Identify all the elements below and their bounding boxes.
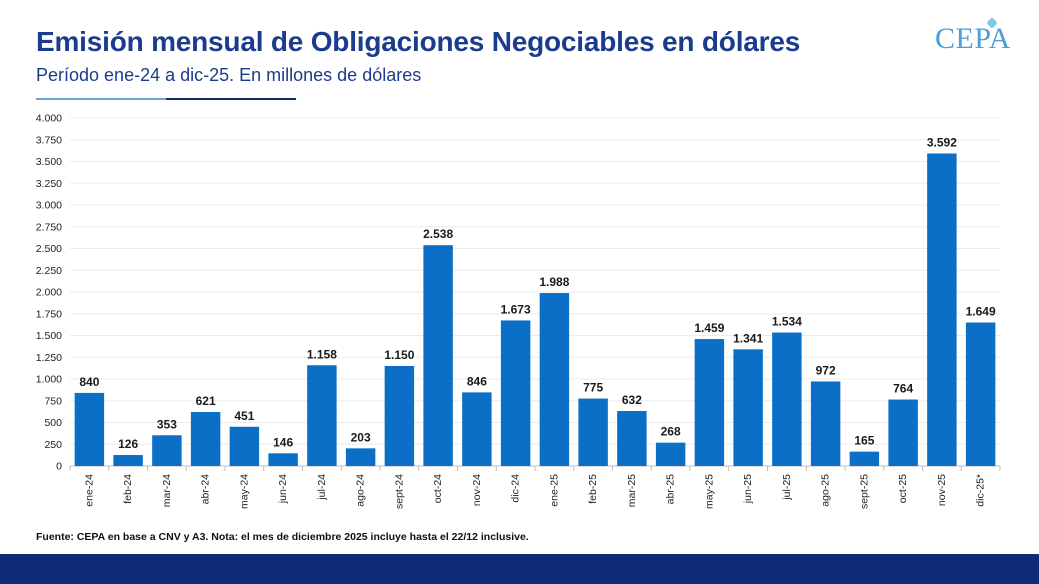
- bar-chart: 0 250 500 750 1.000 1.250 1.500 1.750 2.000 2.250…: [36, 113, 1001, 509]
- bar: [345, 448, 376, 466]
- data-label: 775: [583, 381, 603, 395]
- y-tick-label: 0: [56, 461, 62, 473]
- y-tick-label: 1.250: [36, 352, 62, 364]
- x-tick-label: jul-24: [316, 474, 328, 501]
- title-underline-dark: [166, 98, 296, 100]
- cepa-logo: CEPA: [935, 22, 1011, 55]
- data-label: 1.988: [539, 275, 569, 289]
- x-tick-label: abr-24: [200, 474, 212, 505]
- data-label: 1.459: [694, 321, 724, 335]
- y-tick-label: 3.250: [36, 178, 62, 190]
- y-tick-label: 4.000: [36, 113, 62, 125]
- x-tick-label: ene-25: [548, 474, 560, 507]
- chart-subtitle: Período ene-24 a dic-25. En millones de …: [36, 65, 422, 85]
- bar: [927, 153, 957, 466]
- data-label: 353: [157, 417, 177, 431]
- data-label: 1.534: [772, 315, 802, 329]
- x-tick-label: nov-25: [936, 474, 948, 506]
- y-tick-label: 1.750: [36, 308, 62, 320]
- bar: [500, 320, 531, 466]
- x-tick-label: ene-24: [83, 474, 95, 507]
- x-tick-label: jul-25: [781, 474, 793, 501]
- x-tick-label: mar-25: [626, 474, 638, 507]
- y-tick-label: 3.500: [36, 156, 62, 168]
- x-tick-label: sept-24: [393, 474, 405, 509]
- data-label: 146: [273, 435, 293, 449]
- bar: [694, 339, 725, 466]
- y-tick-label: 1.000: [36, 374, 62, 386]
- data-label: 1.673: [501, 302, 531, 316]
- y-tick-label: 500: [44, 417, 62, 429]
- data-label: 165: [854, 434, 874, 448]
- y-tick-label: 250: [44, 439, 62, 451]
- title-underline-light: [36, 98, 166, 100]
- x-tick-label: nov-24: [471, 474, 483, 506]
- y-tick-label: 2.000: [36, 287, 62, 299]
- x-tick-label: ago-25: [820, 474, 832, 507]
- x-tick-label: feb-25: [587, 474, 599, 504]
- bar: [423, 245, 453, 466]
- data-label: 1.158: [307, 347, 337, 361]
- bar: [539, 293, 570, 466]
- x-tick-label: mar-24: [161, 474, 173, 507]
- data-label: 1.341: [733, 331, 763, 345]
- source-note: Fuente: CEPA en base a CNV y A3. Nota: e…: [36, 531, 529, 543]
- data-label: 451: [234, 409, 254, 423]
- bar: [384, 365, 415, 466]
- data-label: 3.592: [927, 135, 957, 149]
- x-tick-label: jun-25: [742, 474, 754, 504]
- y-tick-label: 3.750: [36, 134, 62, 146]
- bar: [733, 349, 763, 466]
- data-label: 840: [79, 375, 99, 389]
- x-tick-label: may-25: [703, 474, 715, 509]
- x-tick-label: oct-24: [432, 474, 444, 503]
- data-label: 764: [893, 382, 913, 396]
- bar: [307, 365, 337, 466]
- x-tick-label: abr-25: [665, 474, 677, 505]
- footer-bar: [0, 554, 1039, 584]
- data-label: 126: [118, 437, 138, 451]
- y-tick-label: 2.750: [36, 221, 62, 233]
- y-tick-label: 1.500: [36, 330, 62, 342]
- bar: [74, 392, 105, 466]
- y-tick-label: 750: [44, 395, 62, 407]
- bar: [810, 381, 841, 466]
- x-tick-label: dic-24: [510, 474, 522, 503]
- bar: [462, 392, 492, 466]
- data-label: 846: [467, 374, 487, 388]
- y-tick-label: 2.250: [36, 265, 62, 277]
- bar: [578, 398, 608, 466]
- bar: [268, 453, 298, 466]
- data-label: 268: [661, 425, 681, 439]
- bar: [965, 322, 996, 466]
- x-tick-label: dic-25*: [975, 474, 987, 507]
- bar: [849, 451, 880, 466]
- data-label: 632: [622, 393, 642, 407]
- data-label: 1.150: [384, 348, 414, 362]
- bar: [772, 332, 802, 466]
- y-tick-label: 3.000: [36, 200, 62, 212]
- x-tick-label: oct-25: [897, 474, 909, 503]
- data-label: 972: [816, 363, 836, 377]
- bar: [655, 442, 686, 466]
- bar: [152, 435, 182, 466]
- x-tick-label: sept-25: [858, 474, 870, 509]
- data-label: 621: [196, 394, 216, 408]
- bar: [617, 411, 647, 466]
- x-tick-label: feb-24: [122, 474, 134, 504]
- data-label: 203: [351, 430, 371, 444]
- data-label: 1.649: [966, 305, 996, 319]
- bar: [888, 399, 918, 466]
- x-tick-label: jun-24: [277, 474, 289, 504]
- bar: [190, 411, 221, 466]
- bar: [113, 455, 143, 466]
- chart-title: Emisión mensual de Obligaciones Negociab…: [36, 26, 801, 57]
- data-label: 2.538: [423, 227, 453, 241]
- x-tick-label: ago-24: [355, 474, 367, 507]
- x-tick-label: may-24: [238, 474, 250, 509]
- bar: [229, 426, 260, 466]
- y-tick-label: 2.500: [36, 243, 62, 255]
